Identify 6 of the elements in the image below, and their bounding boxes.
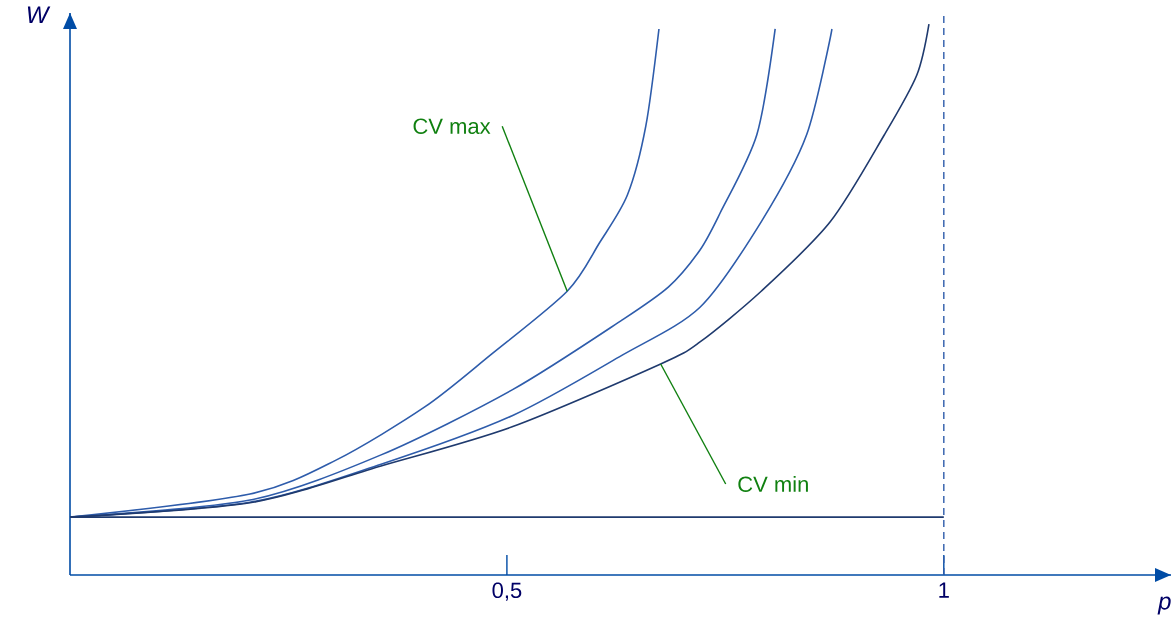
annotation: CV max	[413, 118, 491, 135]
annotation: CV min	[738, 475, 808, 493]
x-tick-label: 0,5	[492, 582, 522, 601]
x-axis-title: p	[1157, 596, 1171, 615]
x-tick-label: 1	[939, 582, 949, 598]
y-axis-title: W	[27, 6, 51, 24]
